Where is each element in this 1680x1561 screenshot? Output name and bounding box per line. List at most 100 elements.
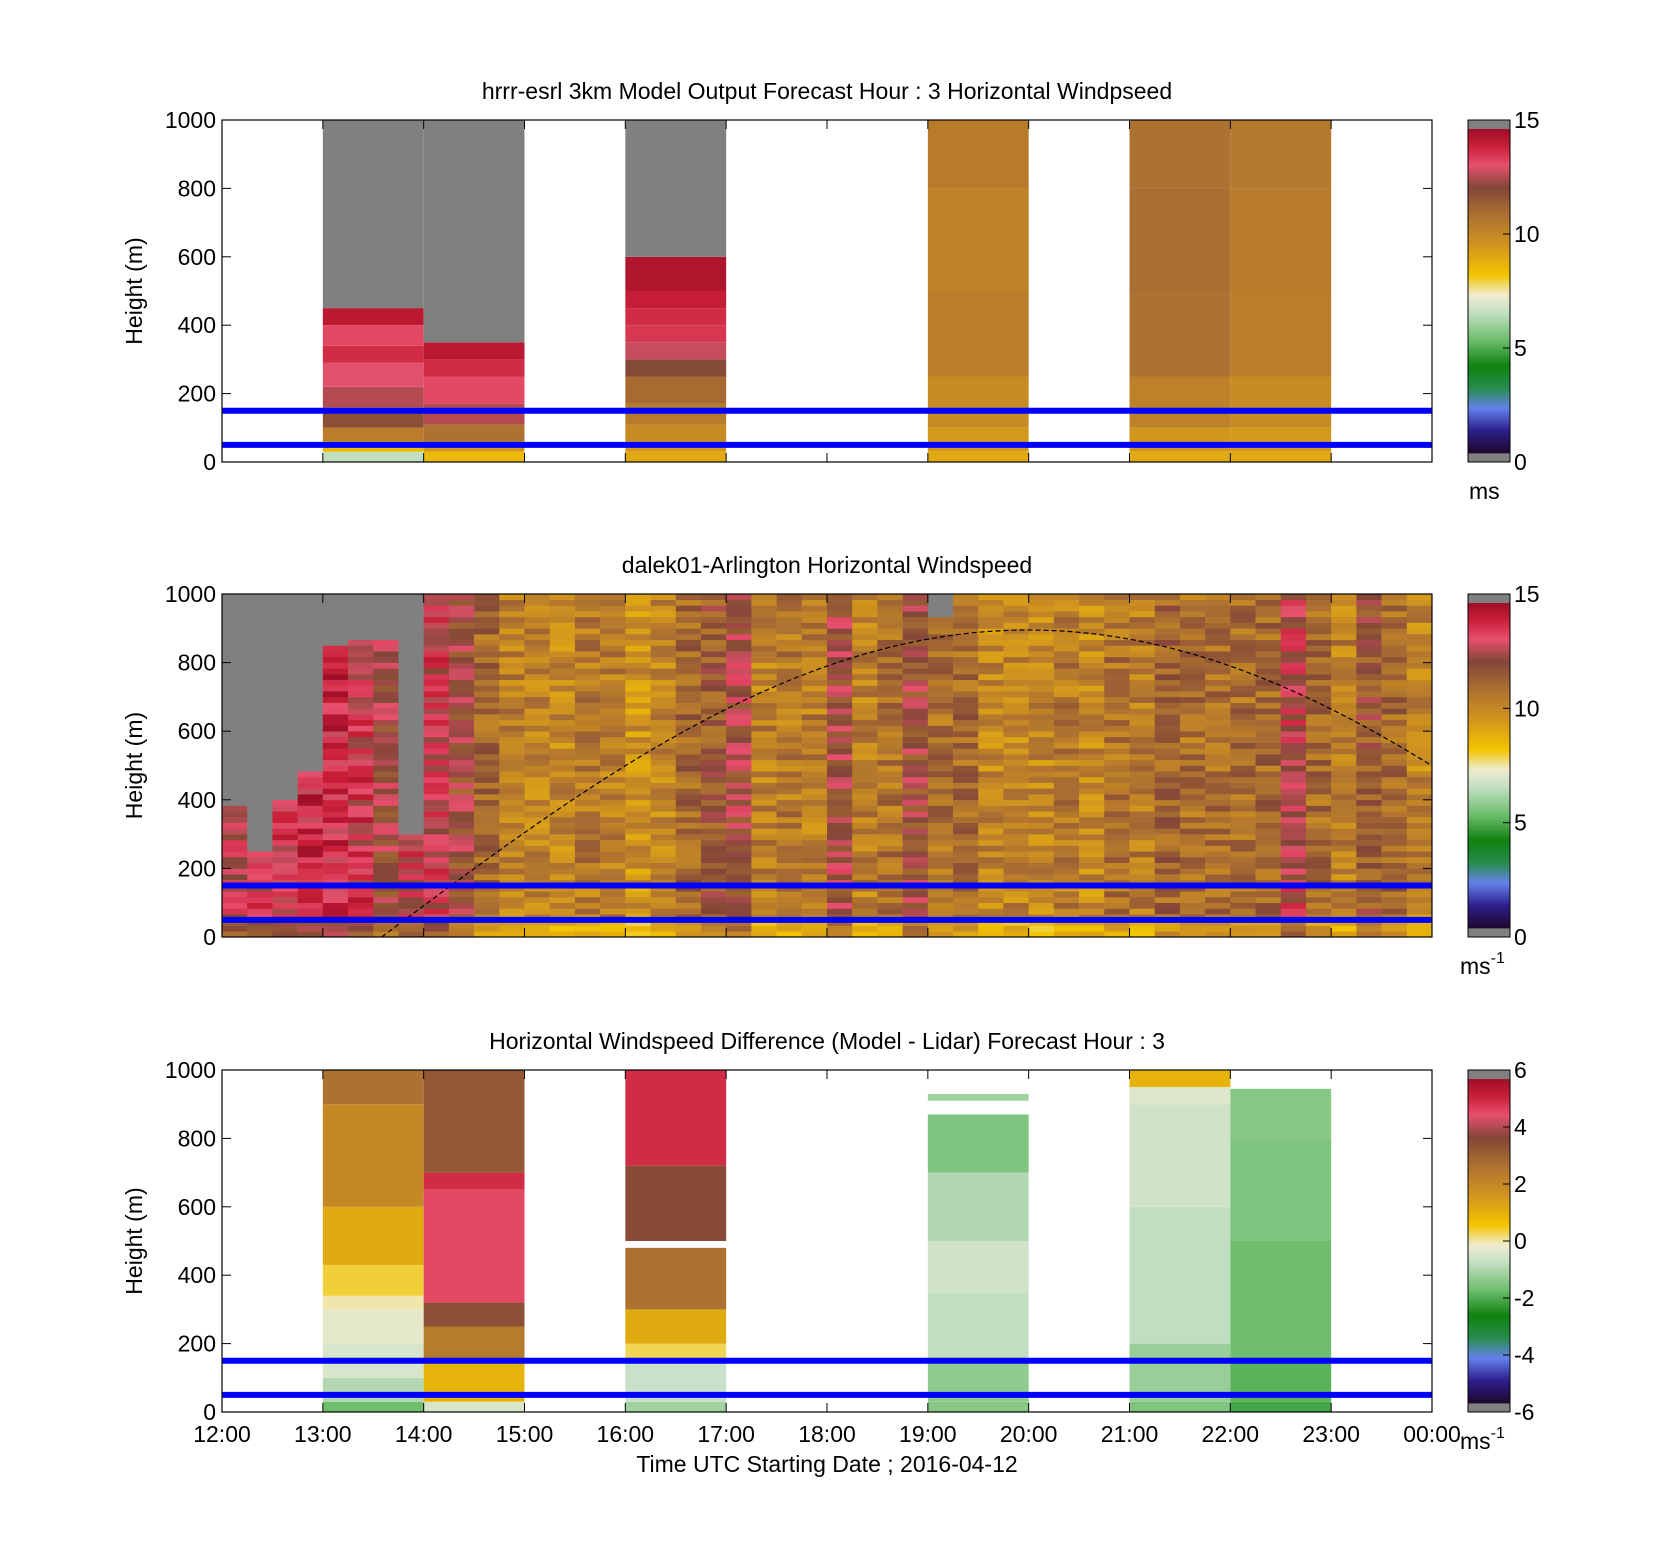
heatmap-cell xyxy=(675,908,702,915)
heatmap-cell xyxy=(1255,896,1282,903)
heatmap-cell xyxy=(1356,868,1382,875)
heatmap-cell xyxy=(801,622,828,629)
colorbar-segment xyxy=(1468,852,1510,856)
heatmap-cell xyxy=(978,794,1004,801)
heatmap-cell xyxy=(1205,696,1231,703)
colorbar-segment xyxy=(1468,412,1510,416)
heatmap-cell xyxy=(297,885,324,892)
heatmap-cell xyxy=(499,639,525,646)
heatmap-cell xyxy=(272,748,298,755)
heatmap-cell xyxy=(1079,845,1105,852)
heatmap-cell xyxy=(877,839,903,846)
heatmap-cell xyxy=(1230,651,1256,658)
heatmap-cell xyxy=(247,765,273,772)
heatmap-cell xyxy=(700,759,727,766)
heatmap-cell xyxy=(574,651,601,658)
heatmap-cell xyxy=(1230,599,1256,606)
heatmap-cell xyxy=(297,639,324,646)
heatmap-cell xyxy=(474,874,500,881)
heatmap-cell xyxy=(1356,656,1382,663)
heatmap-cell xyxy=(373,839,399,846)
heatmap-cell xyxy=(348,794,374,801)
heatmap-cell xyxy=(1003,794,1029,801)
colorbar-segment xyxy=(1468,223,1510,227)
heatmap-cell xyxy=(600,719,626,726)
heatmap-cell xyxy=(852,736,878,743)
heatmap-cell xyxy=(398,622,424,629)
heatmap-cell xyxy=(574,931,601,938)
heatmap-cell xyxy=(297,839,324,846)
heatmap-cell xyxy=(1003,668,1029,675)
heatmap-cell xyxy=(675,691,702,698)
heatmap-cell xyxy=(625,1401,727,1412)
heatmap-cell xyxy=(1129,725,1156,732)
heatmap-cell xyxy=(1255,822,1282,829)
colorbar-segment xyxy=(1468,380,1510,384)
heatmap-cell xyxy=(877,651,903,658)
heatmap-cell xyxy=(499,622,525,629)
heatmap-cell xyxy=(423,628,450,635)
heatmap-cell xyxy=(373,805,399,812)
heatmap-cell xyxy=(1079,765,1105,772)
y-tick-label: 400 xyxy=(178,1262,216,1288)
colorbar-segment xyxy=(1468,291,1510,295)
heatmap-cell xyxy=(1053,891,1080,898)
heatmap-cell xyxy=(1079,605,1105,612)
heatmap-cell xyxy=(1305,845,1332,852)
heatmap-cell xyxy=(625,799,651,806)
colorbar-segment xyxy=(1468,331,1510,335)
heatmap-cell xyxy=(852,691,878,698)
heatmap-cell xyxy=(827,794,853,801)
heatmap-cell xyxy=(1028,714,1055,721)
heatmap-cell xyxy=(423,696,450,703)
heatmap-cell xyxy=(448,696,475,703)
heatmap-cell xyxy=(1003,765,1029,772)
colorbar-segment xyxy=(1468,640,1510,645)
colorbar-segment xyxy=(1468,385,1510,389)
heatmap-cell xyxy=(827,845,853,852)
colorbar-segment xyxy=(1468,613,1510,617)
heatmap-cell xyxy=(675,885,702,892)
heatmap-cell xyxy=(852,811,878,818)
heatmap-cell xyxy=(524,651,551,658)
colorbar-segment xyxy=(1468,247,1510,251)
heatmap-cell xyxy=(524,742,551,749)
colorbar-segment xyxy=(1468,1313,1510,1317)
heatmap-cell xyxy=(499,891,525,898)
heatmap-cell xyxy=(272,708,298,715)
heatmap-cell xyxy=(322,1070,424,1105)
heatmap-cell xyxy=(877,622,903,629)
heatmap-cell xyxy=(448,862,475,869)
heatmap-cell xyxy=(902,725,929,732)
heatmap-cell xyxy=(373,696,399,703)
heatmap-cell xyxy=(1280,611,1307,618)
heatmap-cell xyxy=(549,794,576,801)
heatmap-cell xyxy=(1053,702,1080,709)
heatmap-cell xyxy=(373,656,399,663)
heatmap-cell xyxy=(1129,885,1156,892)
colorbar-segment xyxy=(1468,307,1510,311)
heatmap-cell xyxy=(1053,822,1080,829)
heatmap-cell xyxy=(625,874,651,881)
heatmap-cell xyxy=(524,616,551,623)
heatmap-cell xyxy=(1003,816,1029,823)
heatmap-cell xyxy=(776,594,803,601)
heatmap-cell xyxy=(1230,799,1256,806)
heatmap-cell xyxy=(373,639,399,646)
heatmap-cell xyxy=(1255,736,1282,743)
heatmap-cell xyxy=(1154,708,1181,715)
heatmap-cell xyxy=(348,674,374,681)
heatmap-cell xyxy=(1053,834,1080,841)
heatmap-cell xyxy=(953,902,979,909)
heatmap-cell xyxy=(524,811,551,818)
colorbar-tick-label: -4 xyxy=(1514,1342,1535,1368)
heatmap-cell xyxy=(927,1241,1029,1293)
colorbar-segment xyxy=(1468,727,1510,731)
heatmap-cell xyxy=(1305,896,1332,903)
heatmap-cell xyxy=(1280,731,1307,738)
heatmap-cell xyxy=(675,605,702,612)
heatmap-cell xyxy=(348,702,374,709)
heatmap-cell xyxy=(1406,759,1433,766)
heatmap-cell xyxy=(247,702,273,709)
